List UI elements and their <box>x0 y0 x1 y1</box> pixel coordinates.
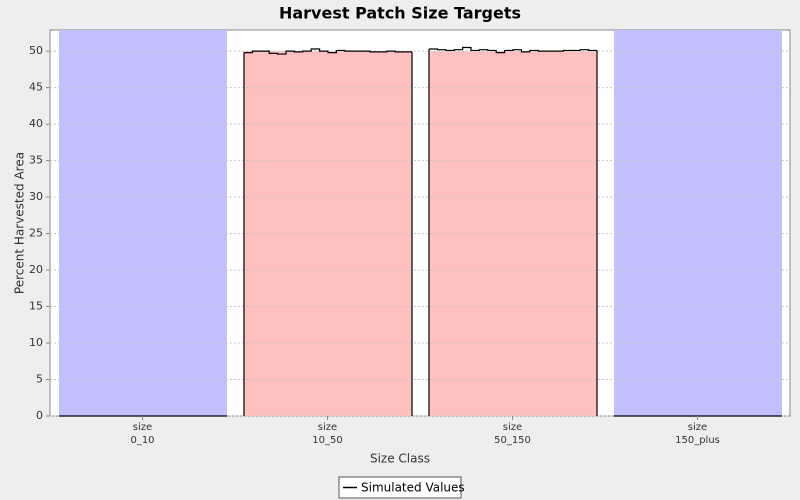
x-tick-label: 10_50 <box>312 435 342 446</box>
plot: 0 5 10 15 20 25 30 35 40 45 50 size 0_10 size 10_50 siz… <box>29 30 790 446</box>
y-tick-label: 0 <box>36 409 43 422</box>
x-tick-label: size <box>133 422 152 433</box>
y-tick-label: 10 <box>29 336 43 349</box>
y-tick-label: 50 <box>29 44 43 57</box>
y-tick-label: 35 <box>29 154 43 167</box>
y-axis-label: Percent Harvested Area <box>13 152 27 294</box>
target-band <box>614 30 782 416</box>
y-tick-label: 20 <box>29 263 43 276</box>
y-tick-label: 15 <box>29 300 43 313</box>
target-band <box>429 51 597 417</box>
x-tick-label: 50_150 <box>494 435 531 446</box>
chart-title: Harvest Patch Size Targets <box>279 4 521 23</box>
x-axis-label: Size Class <box>370 452 430 466</box>
x-tick-label: size <box>688 422 707 433</box>
x-tick-label: 150_plus <box>675 435 720 446</box>
y-tick-label: 5 <box>36 373 43 386</box>
target-band <box>59 30 227 416</box>
legend-label: Simulated Values <box>361 481 465 495</box>
simulated-line <box>429 46 597 54</box>
legend <box>338 476 462 499</box>
y-tick-label: 45 <box>29 81 43 94</box>
y-tick-label: 25 <box>29 227 43 240</box>
x-tick-label: 0_10 <box>130 435 154 446</box>
simulated-line <box>244 48 412 55</box>
y-tick-label: 40 <box>29 117 43 130</box>
y-tick-label: 30 <box>29 190 43 203</box>
x-tick-label: size <box>318 422 337 433</box>
x-tick-label: size <box>503 422 522 433</box>
